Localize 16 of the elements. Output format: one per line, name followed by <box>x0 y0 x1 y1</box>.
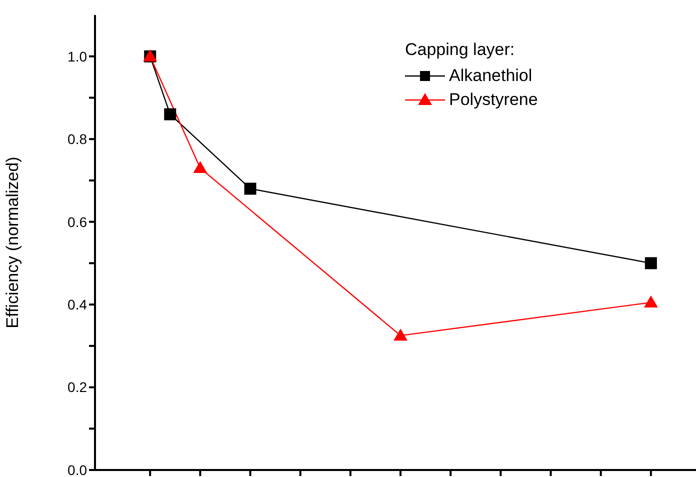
point <box>244 182 256 195</box>
point <box>644 257 657 270</box>
point <box>164 108 176 120</box>
y-tick-label: 0.0 <box>68 462 88 477</box>
y-tick-label: 0.2 <box>68 379 88 396</box>
y-tick-label: 0.8 <box>68 131 88 148</box>
point <box>644 295 658 308</box>
y-tick-label: 1.0 <box>68 48 88 64</box>
point <box>193 161 208 174</box>
legend-title: Capping layer: <box>405 40 516 60</box>
y-tick-label: 0.6 <box>68 214 88 230</box>
legend-label: Alkanethiol <box>449 66 532 86</box>
legend-label: Polystyrene <box>449 90 538 110</box>
y-axis-title: Efficiency (normalized) <box>3 156 22 328</box>
point <box>394 328 408 341</box>
y-tick-label: 0.4 <box>68 296 88 313</box>
